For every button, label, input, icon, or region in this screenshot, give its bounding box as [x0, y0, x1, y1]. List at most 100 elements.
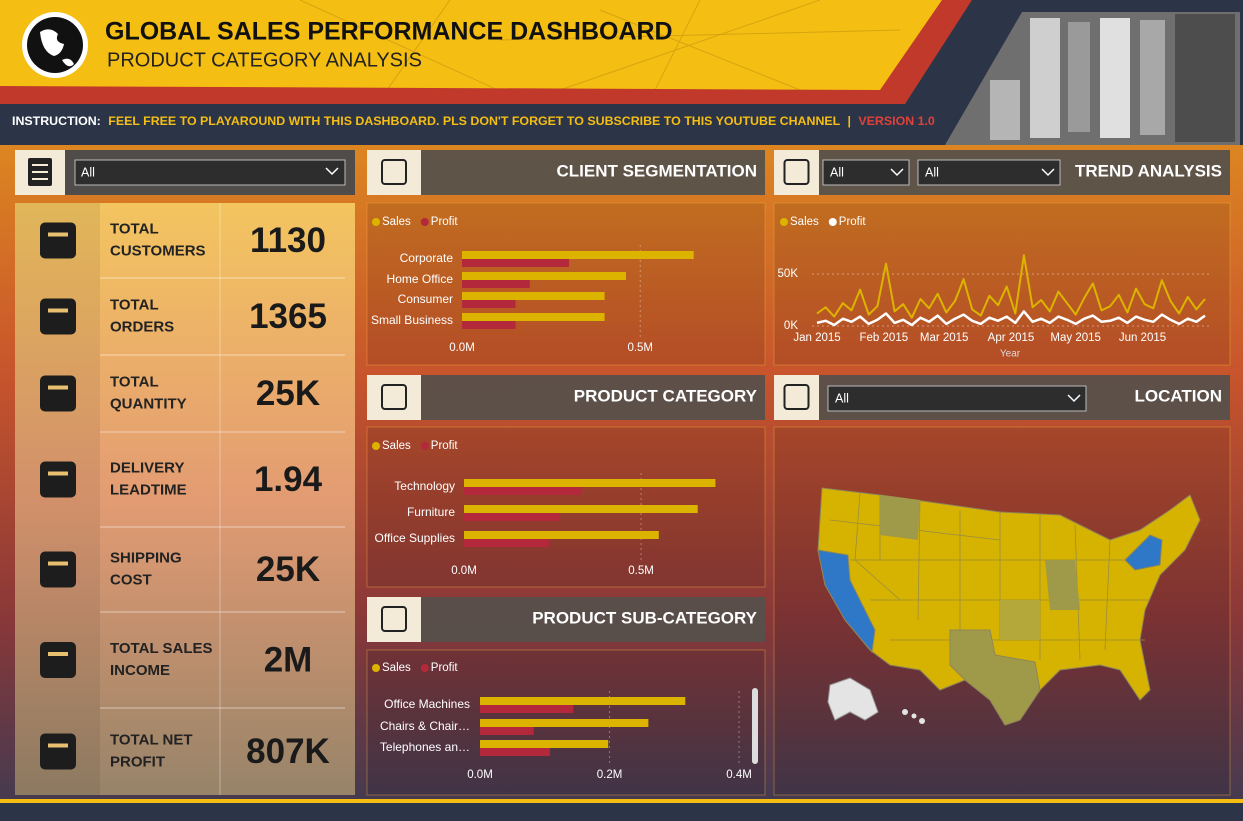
- bar: [464, 539, 549, 547]
- kpi-label: ORDERS: [110, 318, 174, 335]
- header-stripe: [0, 0, 972, 104]
- category-label: Technology: [394, 479, 455, 493]
- charts: Sales Profit 0.0M 0.5M Corporate Home Office C…: [371, 216, 1210, 781]
- panel-icon: [381, 384, 407, 410]
- panel-icon: [381, 159, 407, 185]
- dropdown-arrow[interactable]: [1067, 394, 1081, 403]
- bar: [480, 748, 550, 756]
- panel-header: [367, 597, 765, 642]
- dropdown-arrow[interactable]: [1041, 168, 1055, 177]
- category-label: Consumer: [398, 292, 453, 306]
- instruction-label: INSTRUCTION:: [12, 114, 101, 128]
- kpi-icon: [40, 551, 76, 588]
- bar: [462, 313, 605, 321]
- bar: [480, 705, 574, 713]
- panel-title: LOCATION: [1134, 386, 1222, 405]
- dropdown-box[interactable]: [827, 385, 1087, 412]
- kpi-icon: [40, 222, 76, 259]
- legend-label: Sales: [382, 662, 411, 674]
- bar: [462, 251, 694, 259]
- panel-icon-box: [774, 150, 819, 195]
- dropdown-arrow[interactable]: [890, 168, 904, 177]
- panel-header: [367, 375, 765, 420]
- bar: [462, 272, 626, 280]
- dropdown[interactable]: All: [74, 159, 346, 186]
- dropdown-value[interactable]: All: [835, 391, 849, 405]
- kpi-icon-detail: [48, 652, 68, 656]
- y-tick-label: 0K: [784, 320, 798, 332]
- panels: CLIENT SEGMENTATION PRODUCT CATEGORY PRODU…: [366, 150, 1231, 796]
- dropdown-value[interactable]: All: [925, 165, 939, 179]
- legend-label: Profit: [431, 216, 459, 228]
- category-label: Home Office: [387, 272, 454, 286]
- dropdown-value[interactable]: All: [81, 165, 95, 179]
- x-tick-label: 0.0M: [451, 565, 477, 577]
- panel-header: [367, 150, 765, 195]
- panel-icon-box: [367, 375, 421, 420]
- dropdown[interactable]: All: [917, 159, 1061, 186]
- legend-marker: [420, 442, 429, 450]
- kpi-label: LEADTIME: [110, 481, 187, 498]
- kpi-label: CUSTOMERS: [110, 242, 206, 259]
- x-tick-label: 0.5M: [628, 565, 654, 577]
- separator: |: [847, 114, 850, 128]
- dropdown[interactable]: All: [827, 385, 1087, 412]
- x-tick-label: 0.5M: [627, 342, 653, 354]
- legend-marker: [372, 664, 380, 672]
- x-tick-label: Apr 2015: [988, 332, 1035, 344]
- kpi-label: COST: [110, 571, 152, 588]
- panel-title: PRODUCT SUB-CATEGORY: [532, 608, 757, 627]
- y-tick-label: 50K: [778, 268, 799, 280]
- bar: [480, 719, 649, 727]
- x-tick-label: Jun 2015: [1119, 332, 1166, 344]
- panel-icon: [381, 606, 407, 632]
- panel-icon-box: [367, 150, 421, 195]
- category-label: Office Supplies: [375, 531, 456, 545]
- kpi-value: 25K: [256, 550, 320, 589]
- scrollbar[interactable]: [752, 688, 758, 764]
- panel-title: CLIENT SEGMENTATION: [556, 161, 757, 180]
- kpi-value: 807K: [246, 732, 330, 771]
- x-tick-label: Jan 2015: [793, 332, 840, 344]
- legend-label: Profit: [431, 662, 459, 674]
- header-pattern: [299, 0, 901, 101]
- kpi-icon-detail: [48, 232, 68, 237]
- dropdown-value[interactable]: All: [830, 165, 844, 179]
- category-label: Office Machines: [384, 697, 470, 711]
- panel-body: [773, 202, 1231, 366]
- x-axis-label: Year: [1000, 349, 1021, 360]
- instruction-text: FEEL FREE TO PLAYAROUND WITH THIS DASHBO…: [108, 114, 840, 128]
- kpi-label: TOTAL: [110, 373, 159, 390]
- kpi-label: INCOME: [110, 662, 170, 679]
- panel-title: PRODUCT CATEGORY: [574, 386, 758, 405]
- dropdown[interactable]: All: [822, 159, 910, 186]
- panel-icon: [783, 159, 810, 185]
- kpi-icon: [40, 733, 76, 770]
- kpi-icon: [40, 642, 76, 678]
- legend-marker: [420, 664, 429, 672]
- bar: [464, 513, 560, 521]
- footer-line: [0, 799, 1243, 803]
- panel-icon: [783, 384, 810, 410]
- us-map: [817, 487, 1201, 726]
- bar: [480, 697, 686, 705]
- kpi-label: SHIPPING: [110, 549, 182, 566]
- legend-label: Profit: [839, 216, 867, 228]
- legend-label: Profit: [431, 440, 459, 452]
- kpi-value: 1130: [250, 221, 326, 260]
- kpi-value: 2M: [264, 640, 313, 679]
- legend-label: Sales: [382, 216, 411, 228]
- dropdown-box[interactable]: [917, 159, 1061, 186]
- kpi-value: 25K: [256, 374, 320, 413]
- kpi-icon-detail: [48, 385, 68, 390]
- dashboard-title: GLOBAL SALES PERFORMANCE DASHBOARD: [105, 18, 673, 46]
- bar: [464, 505, 698, 513]
- category-label: Corporate: [400, 251, 454, 265]
- bar: [480, 740, 609, 748]
- dashboard-subtitle: PRODUCT CATEGORY ANALYSIS: [107, 49, 422, 71]
- x-tick-label: May 2015: [1050, 332, 1101, 344]
- bar: [462, 292, 605, 300]
- kpi-value: 1.94: [254, 460, 323, 499]
- x-tick-label: 0.4M: [726, 769, 752, 781]
- kpi-label: DELIVERY: [110, 459, 184, 476]
